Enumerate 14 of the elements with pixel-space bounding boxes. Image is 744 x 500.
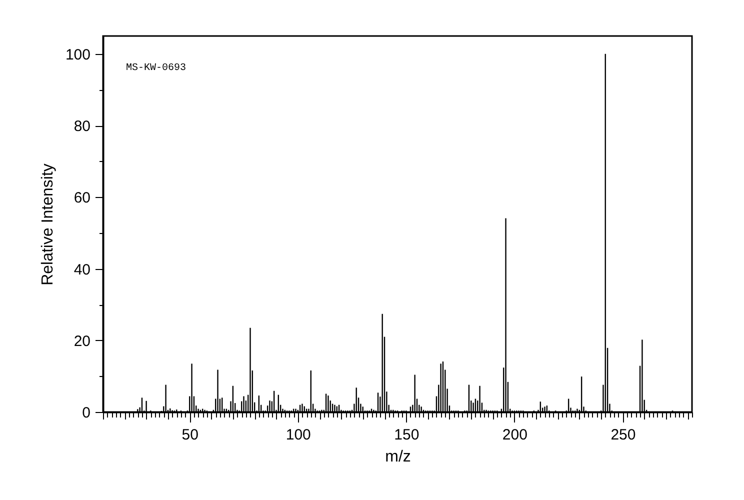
x-tick-label: 150 (394, 426, 420, 444)
y-tick-label: 0 (82, 404, 90, 422)
y-tick-label: 60 (74, 190, 90, 207)
y-tick-label: 100 (65, 46, 90, 64)
x-tick-label: 50 (182, 426, 198, 444)
annotation: MS-KW-0693 (126, 63, 186, 74)
y-tick-label: 80 (74, 118, 90, 136)
x-tick-label: 250 (610, 426, 636, 444)
y-tick-label: 20 (74, 332, 90, 350)
x-tick-label: 100 (286, 426, 311, 444)
x-axis-title: m/z (385, 448, 411, 466)
y-tick-label: 40 (74, 261, 90, 278)
y-axis-title: Relative Intensity (39, 164, 56, 286)
x-tick-label: 200 (502, 426, 528, 444)
